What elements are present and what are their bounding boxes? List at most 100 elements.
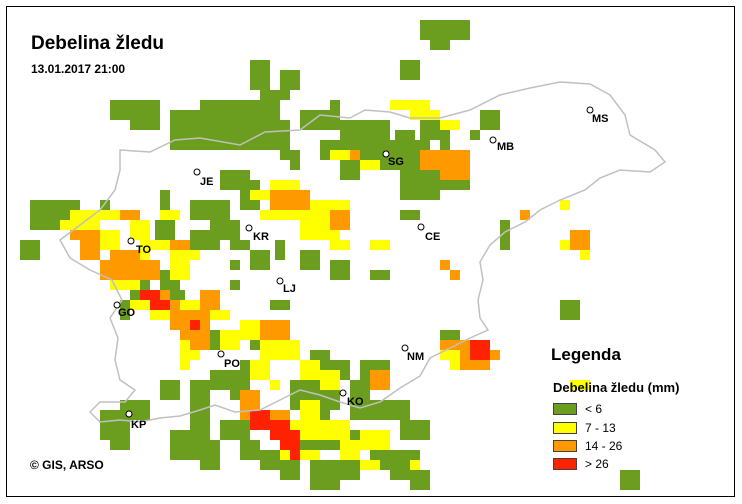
ice-cell [160, 380, 180, 400]
legend-swatch [553, 458, 577, 470]
ice-cell [190, 320, 200, 330]
ice-cell [140, 290, 160, 300]
city-label-sg: SG [388, 156, 404, 168]
legend-item-gt26: > 26 [553, 456, 609, 472]
ice-cell [300, 400, 320, 420]
ice-cell [290, 200, 310, 210]
ice-cell [90, 210, 120, 220]
ice-cell [150, 310, 170, 320]
city-label-ce: CE [425, 231, 440, 243]
ice-cell [160, 210, 180, 220]
ice-cell [440, 130, 450, 150]
city-marker-go [113, 301, 121, 309]
ice-cell [400, 60, 420, 80]
ice-cell [400, 420, 430, 440]
legend-subtitle: Debelina žledu (mm) [553, 380, 680, 395]
ice-cell [230, 240, 250, 250]
ice-cell [520, 210, 530, 220]
ice-cell [450, 270, 460, 280]
city-label-po: PO [224, 358, 240, 370]
ice-cell [340, 440, 360, 460]
legend-label: 14 - 26 [585, 439, 623, 453]
ice-cell [260, 450, 280, 470]
ice-cell [170, 250, 200, 260]
ice-cell [410, 460, 420, 470]
country-border [59, 81, 667, 423]
ice-cell [330, 240, 350, 250]
map-frame [6, 6, 735, 497]
ice-cell [240, 410, 250, 420]
ice-cell [190, 410, 210, 430]
ice-cell [190, 380, 210, 410]
ice-cell [170, 240, 190, 250]
ice-cell [330, 210, 350, 230]
ice-cell [200, 290, 220, 310]
copyright-text: © GIS, ARSO [30, 458, 104, 472]
ice-cell [450, 150, 470, 160]
ice-cell [310, 470, 340, 490]
ice-cell [560, 300, 580, 320]
ice-cell [560, 200, 570, 210]
city-marker-mb [489, 136, 497, 144]
ice-cell [290, 150, 300, 170]
ice-cell [470, 130, 480, 140]
ice-cell [230, 280, 240, 290]
ice-cell [280, 410, 290, 420]
ice-cell [330, 260, 350, 280]
ice-cell [130, 300, 160, 310]
ice-cell [420, 20, 470, 40]
city-label-nm: NM [407, 351, 424, 363]
ice-cell [570, 230, 590, 250]
legend-swatch [553, 403, 577, 415]
ice-cell [350, 150, 360, 160]
ice-cell [275, 240, 285, 260]
ice-cell [60, 220, 80, 230]
legend-item-lt6: < 6 [553, 401, 602, 417]
ice-cell [340, 160, 360, 180]
ice-cell [570, 380, 590, 390]
ice-cell [70, 230, 100, 240]
ice-cell [300, 450, 320, 460]
ice-cell [330, 150, 350, 160]
ice-cell [280, 70, 300, 90]
legend-title: Legenda [551, 345, 621, 364]
ice-cell [190, 200, 230, 220]
city-marker-ce [417, 223, 425, 231]
ice-cell [410, 110, 440, 120]
ice-cell [380, 380, 390, 390]
ice-cell [250, 410, 270, 430]
ice-cell [400, 210, 420, 220]
ice-cell [440, 330, 460, 340]
city-marker-ko [339, 389, 347, 397]
ice-cell [180, 300, 200, 310]
ice-cell [200, 440, 220, 470]
ice-cell [490, 350, 500, 360]
ice-cell [290, 210, 310, 220]
legend-item-7-13: 7 - 13 [553, 420, 616, 436]
city-marker-po [217, 350, 225, 358]
ice-cell [370, 120, 390, 140]
ice-cell [160, 190, 170, 210]
ice-cell [430, 40, 450, 50]
ice-cell [300, 220, 320, 240]
city-label-kp: KP [131, 419, 146, 431]
legend-label: 7 - 13 [585, 421, 616, 435]
ice-cell [140, 240, 150, 260]
ice-cell [270, 380, 280, 390]
ice-cell [220, 330, 240, 350]
city-marker-je [193, 168, 201, 176]
ice-cell [20, 240, 40, 260]
ice-cell [120, 300, 130, 320]
city-label-ms: MS [592, 113, 609, 125]
ice-cell [300, 360, 320, 380]
ice-cell [110, 430, 130, 450]
legend-swatch [553, 440, 577, 452]
city-marker-ms [586, 106, 594, 114]
ice-cell [370, 270, 390, 280]
city-markers: MS MB SG JE KR CE TO LJ GO NM PO KO KP [113, 106, 609, 431]
ice-cell [170, 260, 190, 280]
ice-cell [360, 460, 380, 470]
ice-cell [440, 120, 460, 130]
ice-cell [150, 300, 170, 310]
